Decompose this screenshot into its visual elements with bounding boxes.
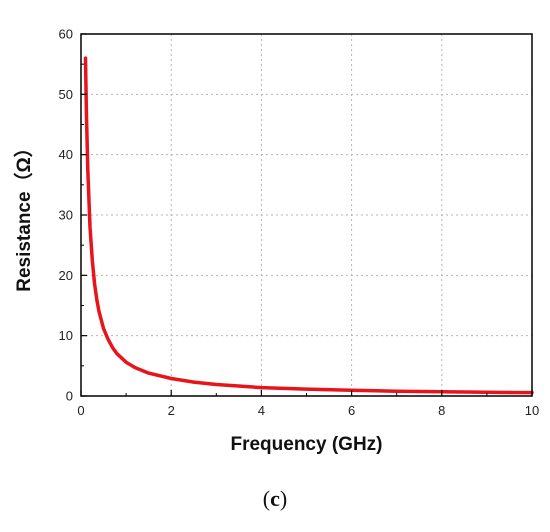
caption-open-paren: ( — [262, 486, 271, 511]
y-tick-label: 40 — [59, 147, 73, 162]
y-tick-label: 60 — [59, 27, 73, 42]
x-tick-label: 2 — [168, 403, 175, 418]
series-layer — [83, 56, 534, 395]
x-tick-label: 0 — [77, 403, 84, 418]
y-tick-label: 10 — [59, 328, 73, 343]
caption-close-paren: ) — [279, 486, 288, 511]
x-tick-label: 8 — [438, 403, 445, 418]
y-axis-title: Resistance（Ω） — [12, 138, 35, 292]
x-tick-label: 10 — [525, 403, 539, 418]
caption-letter: c — [270, 486, 280, 511]
x-tick-label: 4 — [258, 403, 265, 418]
y-tick-label: 30 — [59, 208, 73, 223]
resistance-chart: 0 2 4 6 8 10 0 10 20 30 40 50 60 Frequency (GHz) Res… — [12, 27, 540, 456]
series-line — [83, 56, 534, 395]
y-tick-label: 0 — [66, 389, 73, 404]
x-tick-label: 6 — [348, 403, 355, 418]
figure-caption: (c) — [0, 486, 550, 512]
y-tick-label: 50 — [59, 87, 73, 102]
x-axis-title: Frequency (GHz) — [230, 434, 382, 455]
ticks: 0 2 4 6 8 10 0 10 20 30 40 50 60 — [59, 27, 540, 419]
y-tick-label: 20 — [59, 268, 73, 283]
grid — [81, 34, 532, 396]
